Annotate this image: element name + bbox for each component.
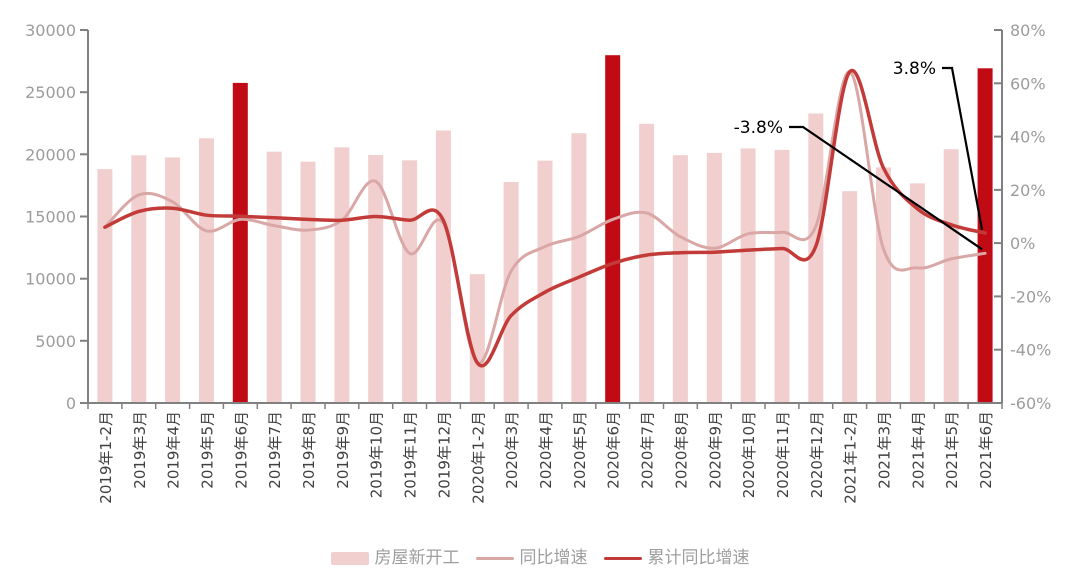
right-axis-tick-label: 80% (1010, 21, 1046, 40)
bar (774, 149, 790, 403)
bar-highlighted (232, 82, 248, 404)
x-category-label: 2020年5月 (571, 411, 589, 489)
x-category-label: 2021年1-2月 (842, 411, 860, 504)
bar (639, 123, 655, 404)
x-category-label: 2020年11月 (774, 411, 792, 498)
bar (97, 169, 113, 403)
x-category-label: 2019年9月 (334, 411, 352, 489)
x-category-label: 2020年4月 (537, 411, 555, 489)
legend-item: 同比增速 (475, 547, 588, 568)
right-axis-tick-label: 40% (1010, 128, 1046, 147)
annotation-text: 3.8% (893, 59, 936, 79)
bar (300, 161, 316, 403)
bar (334, 147, 350, 403)
x-category-label: 2020年1-2月 (469, 411, 487, 504)
legend-item: 累计同比增速 (603, 547, 750, 568)
bar (266, 151, 282, 403)
annotation-callout-line (789, 125, 983, 251)
bar (503, 182, 519, 403)
bar (199, 138, 214, 404)
right-axis-tick-label: -60% (1010, 394, 1051, 413)
left-axis-tick-label: 30000 (25, 21, 76, 40)
x-category-label: 2020年9月 (706, 411, 724, 489)
x-category-label: 2019年4月 (165, 411, 183, 489)
x-category-label: 2021年6月 (977, 411, 995, 489)
left-axis-tick-label: 25000 (25, 83, 76, 102)
x-category-label: 2021年3月 (876, 411, 894, 489)
x-category-label: 2019年5月 (199, 411, 217, 489)
annotation-text: -3.8% (734, 118, 783, 138)
left-axis-tick-label: 10000 (25, 270, 76, 289)
legend-label: 累计同比增速 (647, 547, 750, 568)
x-category-label: 2021年4月 (909, 411, 927, 489)
x-category-label: 2020年3月 (503, 411, 521, 489)
right-axis-tick-label: -40% (1010, 341, 1051, 360)
x-category-label: 2020年12月 (808, 411, 826, 498)
bar (435, 130, 451, 403)
right-axis-tick-label: 20% (1010, 181, 1046, 200)
x-category-label: 2019年12月 (435, 411, 453, 498)
legend-line-swatch (603, 556, 642, 560)
x-category-label: 2019年3月 (131, 411, 149, 489)
legend-item: 房屋新开工 (330, 547, 460, 568)
x-category-label: 2019年8月 (300, 411, 318, 489)
x-category-label: 2020年7月 (639, 411, 657, 489)
right-axis-tick-label: -20% (1010, 287, 1051, 306)
bar (469, 274, 485, 403)
bar (571, 133, 587, 403)
bar (368, 155, 384, 403)
x-category-label: 2019年7月 (266, 411, 284, 489)
x-category-label: 2019年10月 (368, 411, 386, 498)
legend-line-swatch (475, 556, 514, 560)
x-category-label: 2021年5月 (943, 411, 961, 489)
bar (740, 148, 756, 403)
left-axis-tick-label: 15000 (25, 208, 76, 227)
bar (943, 149, 959, 403)
x-category-label: 2020年6月 (605, 411, 623, 489)
bar (131, 155, 147, 403)
x-category-label: 2020年10月 (740, 411, 758, 498)
right-axis-tick-label: 0% (1010, 234, 1035, 253)
left-axis-tick-label: 5000 (35, 332, 76, 351)
x-category-label: 2019年6月 (232, 411, 250, 489)
right-axis-tick-label: 60% (1010, 74, 1046, 93)
chart-legend: 房屋新开工 同比增速 累计同比增速 (0, 545, 1080, 571)
legend-bar-swatch (330, 551, 369, 565)
bar-highlighted (977, 68, 993, 404)
bar-highlighted (605, 55, 621, 403)
left-axis-tick-label: 20000 (25, 145, 76, 164)
x-category-label: 2019年11月 (402, 411, 420, 498)
bar (876, 167, 891, 403)
bar (808, 113, 824, 403)
bar (842, 191, 858, 403)
bar (909, 183, 925, 403)
left-axis-tick-label: 0 (66, 394, 76, 413)
bar (537, 160, 553, 403)
annotation-callout-line (942, 66, 984, 231)
x-category-label: 2019年1-2月 (97, 411, 115, 504)
bar (706, 152, 722, 403)
x-category-label: 2020年8月 (672, 411, 690, 489)
bar (165, 157, 181, 403)
legend-label: 同比增速 (519, 547, 588, 568)
legend-label: 房屋新开工 (374, 547, 460, 568)
bar (672, 155, 688, 403)
bar (402, 160, 418, 403)
cumulative-yoy-growth-line (103, 68, 987, 368)
